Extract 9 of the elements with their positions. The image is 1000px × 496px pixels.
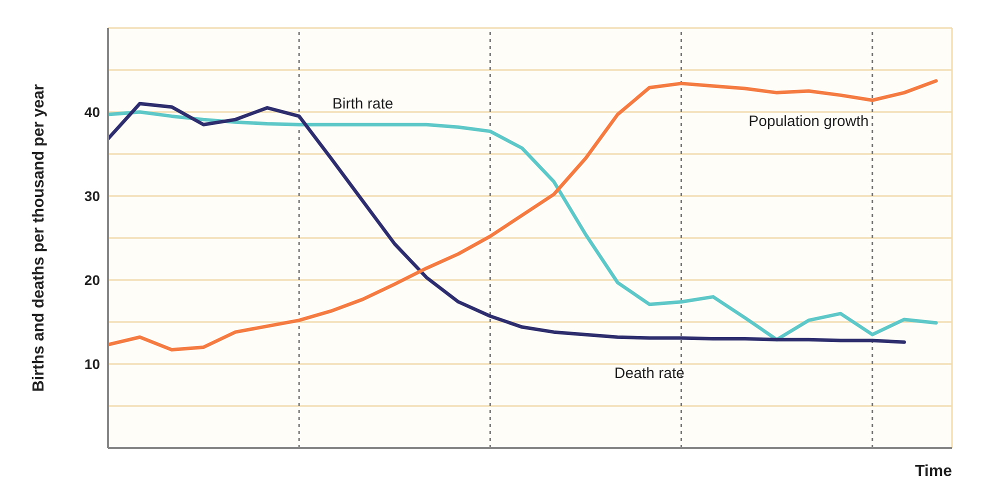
y-tick-label: 40 (84, 104, 100, 120)
series-label: Population growth (748, 113, 869, 130)
series-label: Birth rate (332, 96, 394, 113)
y-tick-label: 20 (84, 272, 100, 288)
series-label: Death rate (614, 364, 684, 382)
y-tick-label: 10 (84, 356, 100, 372)
y-axis-title: Births and deaths per thousand per year (30, 84, 48, 392)
x-axis-title: Time (914, 463, 952, 480)
y-tick-label: 30 (84, 188, 100, 204)
